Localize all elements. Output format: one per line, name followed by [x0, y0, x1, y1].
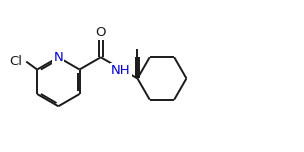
Text: Cl: Cl	[9, 55, 22, 68]
Text: O: O	[95, 26, 106, 39]
Text: N: N	[54, 51, 63, 64]
Text: NH: NH	[111, 64, 131, 78]
